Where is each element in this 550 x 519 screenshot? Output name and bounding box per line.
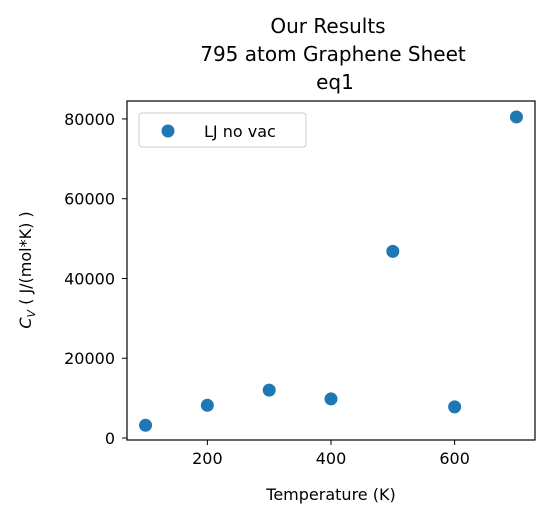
y-tick-label: 40000 — [64, 269, 115, 288]
x-axis-label: Temperature (K) — [265, 485, 395, 504]
legend-marker — [161, 124, 175, 138]
data-point — [324, 392, 338, 406]
y-tick-label: 0 — [105, 429, 115, 448]
y-tick-label: 80000 — [64, 110, 115, 129]
data-point — [200, 398, 214, 412]
data-point — [139, 418, 153, 432]
y-tick-label: 20000 — [64, 349, 115, 368]
legend: LJ no vac — [138, 112, 307, 148]
legend-label: LJ no vac — [204, 122, 276, 141]
x-tick-label: 400 — [316, 449, 347, 468]
chart-title-line-3: eq1 — [316, 70, 354, 94]
chart-title-line-2: 795 atom Graphene Sheet — [200, 42, 466, 66]
data-point — [509, 110, 523, 124]
y-axis-label-subscript: V — [25, 309, 38, 318]
y-axis-label-units: ( J/(mol*K) ) — [16, 211, 35, 310]
x-tick-label: 600 — [439, 449, 470, 468]
chart-title-line-1: Our Results — [270, 14, 385, 38]
data-point — [448, 400, 462, 414]
scatter-series — [139, 110, 523, 432]
legend-frame — [138, 112, 307, 148]
y-axis-label-symbol: C — [16, 317, 35, 329]
y-axis-ticks: 0 20000 40000 60000 80000 — [64, 110, 127, 448]
data-point — [262, 383, 276, 397]
y-tick-label: 60000 — [64, 190, 115, 209]
data-point — [386, 244, 400, 258]
plot-area-frame — [126, 100, 536, 441]
y-axis-label: CV ( J/(mol*K) ) — [16, 211, 38, 328]
x-tick-label: 200 — [192, 449, 223, 468]
x-axis-ticks: 200 400 600 — [192, 440, 470, 468]
